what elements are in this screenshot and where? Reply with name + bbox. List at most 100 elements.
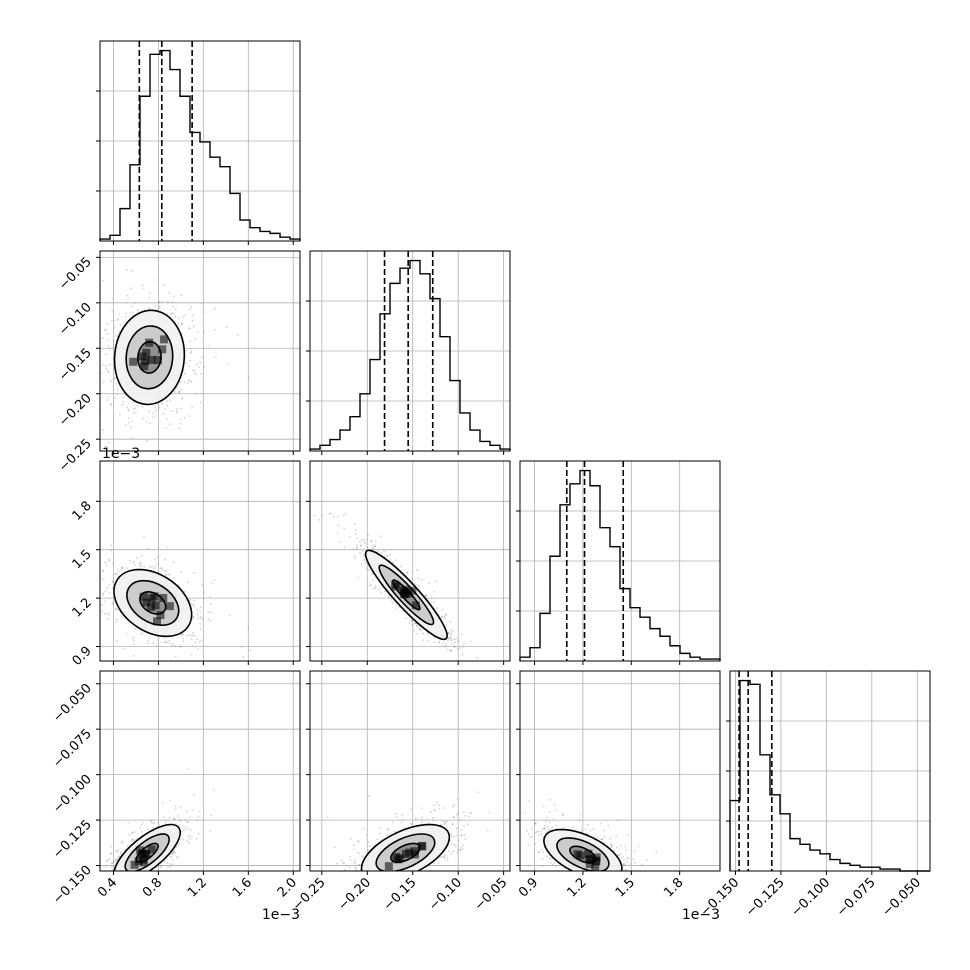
sample-point [181, 830, 183, 833]
sample-point [614, 871, 616, 873]
sample-point [450, 632, 453, 635]
sample-point [269, 485, 271, 487]
sample-point [468, 812, 471, 815]
y-tick-label: −0.150 [50, 863, 95, 908]
sample-point [213, 328, 216, 331]
sample-point [75, 334, 77, 336]
sample-point [589, 874, 591, 876]
sample-point [116, 875, 118, 877]
sample-point [137, 309, 139, 312]
sample-point [374, 875, 376, 877]
sample-point [193, 604, 195, 607]
sample-point [139, 562, 142, 565]
sample-point [104, 600, 107, 603]
x-tick-label: −0.125 [743, 875, 788, 920]
sample-point [189, 829, 192, 832]
sample-point [456, 827, 458, 830]
sample-point [107, 617, 110, 620]
sample-point [559, 878, 561, 880]
sample-point [457, 839, 460, 842]
density-cell [147, 845, 156, 854]
sample-point [157, 408, 160, 411]
density-cell [410, 847, 419, 856]
sample-point [414, 817, 417, 820]
histogram-panel-0 [96, 40, 301, 245]
sample-point [625, 848, 628, 851]
sample-point [127, 821, 130, 824]
sample-point [207, 618, 210, 621]
sample-point [176, 409, 179, 412]
density-cell [591, 863, 600, 871]
sample-point [354, 529, 357, 531]
sample-point [385, 886, 387, 888]
sample-point [111, 862, 113, 865]
sample-point [169, 313, 172, 316]
sample-point [200, 617, 203, 620]
density-cell [135, 846, 144, 855]
sample-point [603, 829, 605, 832]
sample-point [75, 576, 77, 578]
sample-point [367, 569, 370, 571]
sample-point [385, 882, 387, 884]
sample-point [123, 881, 125, 883]
sample-point [148, 566, 151, 568]
sample-point [123, 878, 125, 880]
sample-point [104, 561, 107, 564]
sample-point [348, 876, 350, 878]
sample-point [145, 420, 148, 423]
histogram-panel-3: −0.150 −0.125 −0.100 −0.075 −0.050 [698, 670, 931, 920]
sample-point [426, 818, 428, 820]
sample-point [130, 287, 132, 290]
sample-point [171, 852, 173, 855]
density-cell [142, 598, 151, 607]
sample-point [214, 307, 216, 310]
sample-point [450, 852, 453, 855]
sample-point [117, 878, 119, 880]
sample-point [488, 702, 490, 704]
sample-point [153, 822, 156, 825]
sample-point [162, 875, 164, 877]
sample-point [170, 315, 172, 317]
density-cell [573, 850, 582, 859]
x-offset-label: 1e−3 [262, 907, 300, 923]
sample-point [190, 348, 193, 350]
sample-point [163, 637, 166, 640]
sample-point [120, 851, 122, 853]
sample-point [395, 816, 398, 818]
sample-point [114, 877, 116, 879]
sample-point [486, 829, 489, 832]
sample-point [596, 880, 598, 882]
sample-point [212, 788, 215, 791]
sample-point [199, 606, 202, 609]
sample-point [201, 356, 204, 359]
sample-point [596, 872, 598, 874]
sample-point [544, 819, 547, 822]
sample-point [432, 817, 435, 819]
sample-point [179, 838, 182, 841]
sample-point [137, 881, 139, 883]
sample-point [172, 859, 175, 861]
sample-point [154, 558, 157, 561]
sample-point [166, 641, 168, 644]
sample-point [116, 608, 119, 611]
sample-point [603, 884, 605, 886]
density-cell [138, 352, 147, 361]
sample-point [121, 567, 124, 570]
sample-point [459, 849, 462, 852]
sample-point [597, 876, 599, 878]
sample-point [110, 852, 113, 855]
sample-point [179, 423, 182, 425]
sample-point [165, 427, 168, 430]
sample-point [174, 308, 177, 311]
sample-point [196, 638, 199, 640]
sample-point [106, 399, 109, 401]
sample-point [416, 569, 418, 571]
sample-point [118, 876, 120, 878]
sample-point [428, 582, 430, 585]
sample-point [134, 302, 137, 304]
sample-point [397, 877, 399, 879]
sample-point [326, 816, 329, 819]
sample-point [398, 876, 400, 878]
sample-point [183, 829, 186, 831]
sample-point [592, 827, 595, 830]
